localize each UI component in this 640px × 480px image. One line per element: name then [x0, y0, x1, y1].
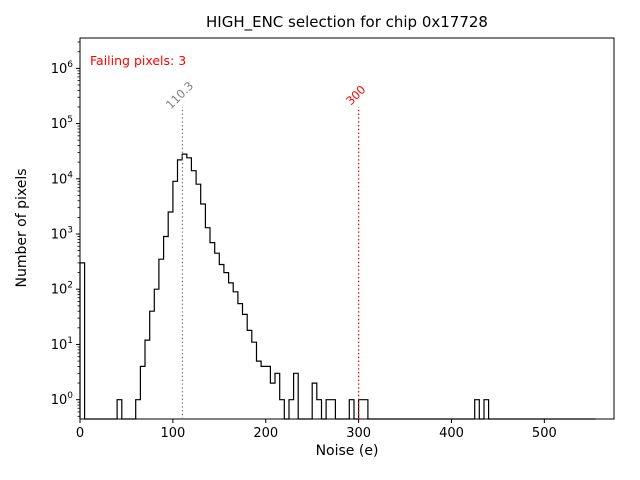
x-axis-label: Noise (e): [315, 443, 379, 459]
y-tick-label: 100: [51, 391, 74, 408]
x-tick-label: 500: [532, 426, 557, 441]
threshold-label: 300: [343, 82, 368, 107]
x-tick-label: 200: [253, 426, 278, 441]
chart-title: HIGH_ENC selection for chip 0x17728: [206, 13, 488, 31]
x-tick-label: 100: [160, 426, 185, 441]
y-tick-label: 101: [51, 336, 73, 353]
y-tick-label: 103: [51, 226, 73, 243]
failing-pixels-annotation: Failing pixels: 3: [90, 53, 187, 68]
histogram-path: [79, 153, 596, 420]
y-tick-label: 105: [51, 115, 73, 132]
x-tick-label: 400: [439, 426, 464, 441]
y-tick-label: 106: [51, 60, 74, 77]
x-tick-label: 300: [346, 426, 371, 441]
x-tick-label: 0: [76, 426, 84, 441]
threshold-label: 110.3: [163, 79, 196, 112]
y-tick-label: 104: [51, 170, 74, 187]
y-tick-label: 102: [51, 281, 73, 298]
